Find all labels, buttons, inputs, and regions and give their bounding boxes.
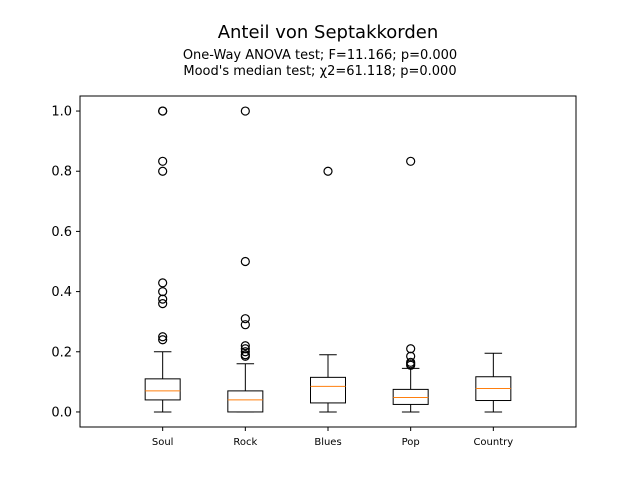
outlier-point xyxy=(240,314,250,324)
outlier-point xyxy=(240,256,250,267)
box-body xyxy=(310,376,346,404)
box-soul xyxy=(144,106,181,413)
outlier-point xyxy=(158,156,168,166)
y-tick-label: 0.0 xyxy=(51,405,72,420)
x-tick-label-country: Country xyxy=(473,437,513,448)
chart-subtitle-anova: One-Way ANOVA test; F=11.166; p=0.000 xyxy=(183,48,457,63)
outlier-point xyxy=(240,347,250,357)
outlier-point xyxy=(158,335,168,345)
chart-title: Anteil von Septakkorden xyxy=(218,22,439,43)
box-blues xyxy=(310,166,346,413)
x-tick-label-soul: Soul xyxy=(152,437,174,448)
outlier-point xyxy=(158,278,168,288)
outlier-point xyxy=(158,166,168,176)
plot-area xyxy=(144,106,512,413)
outlier-point xyxy=(240,341,250,351)
outlier-point xyxy=(158,332,168,342)
x-axis: Soul Rock Blues Pop Country xyxy=(152,427,513,448)
outlier-point xyxy=(158,106,168,116)
box-body xyxy=(227,390,264,413)
x-tick-label-rock: Rock xyxy=(233,437,257,448)
outlier-point xyxy=(323,166,333,176)
box-body xyxy=(392,388,429,405)
outlier-point xyxy=(240,106,250,116)
y-tick-label: 0.2 xyxy=(51,345,72,360)
y-tick-label: 1.0 xyxy=(51,105,72,120)
x-tick-label-blues: Blues xyxy=(314,437,341,448)
outlier-point xyxy=(158,294,168,304)
outlier-point xyxy=(240,351,250,361)
chart-subtitle-mood: Mood's median test; χ2=61.118; p=0.000 xyxy=(183,64,456,79)
box-body xyxy=(144,378,181,401)
outlier-point xyxy=(240,320,250,330)
outlier-point xyxy=(406,156,416,166)
outlier-point xyxy=(158,299,168,309)
y-axis: 0.0 0.2 0.4 0.6 0.8 1.0 xyxy=(51,105,80,420)
y-tick-label: 0.8 xyxy=(51,165,72,180)
y-tick-label: 0.6 xyxy=(51,225,72,240)
outlier-point xyxy=(406,344,416,354)
outlier-point xyxy=(406,360,416,370)
y-tick-label: 0.4 xyxy=(51,285,72,300)
outlier-point xyxy=(158,286,168,297)
box-pop xyxy=(392,156,429,413)
x-tick-label-pop: Pop xyxy=(402,437,420,448)
box-country xyxy=(475,352,512,413)
box-rock xyxy=(227,106,264,413)
